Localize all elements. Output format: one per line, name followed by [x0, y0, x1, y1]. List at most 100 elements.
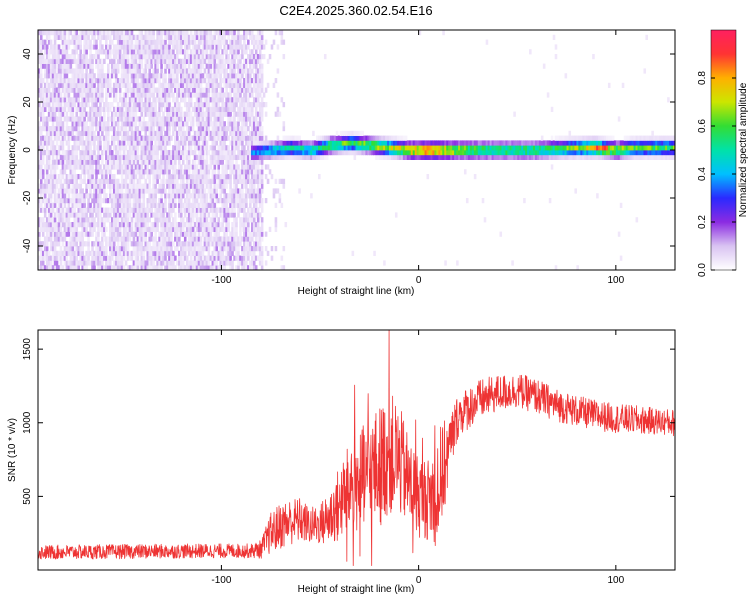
- spectrogram-cell: [47, 217, 51, 223]
- spectrogram-cell: [225, 78, 228, 84]
- spectrogram-cell: [95, 135, 98, 141]
- spectrogram-cell: [250, 154, 254, 160]
- spectrogram-cell: [168, 241, 171, 247]
- spectrogram-cell: [191, 198, 195, 204]
- spectrogram-cell: [233, 212, 236, 218]
- spectrogram-cell: [250, 116, 254, 122]
- spectrogram-cell: [237, 236, 240, 242]
- spectrogram-cell: [189, 68, 193, 74]
- spectrogram-cell: [101, 188, 104, 194]
- spectrogram-cell: [110, 39, 114, 45]
- spectrogram-cell: [211, 217, 215, 223]
- spectrogram-cell: [65, 58, 69, 64]
- spectrogram-cell: [209, 188, 213, 194]
- spectrogram-cell: [243, 102, 246, 108]
- spectrogram-cell: [77, 63, 81, 69]
- spectrogram-cell: [38, 87, 41, 93]
- spectrogram-cell: [122, 73, 126, 79]
- spectrogram-cell: [193, 44, 197, 50]
- spectrogram-cell: [124, 164, 128, 170]
- spectrogram-cell: [185, 39, 189, 45]
- spectrogram-cell: [51, 78, 55, 84]
- spectrogram-cell: [215, 39, 219, 45]
- spectrogram-cell: [209, 111, 213, 117]
- spectrogram-cell: [47, 236, 51, 242]
- spectrogram-cell: [168, 30, 171, 36]
- spectrogram-cell: [114, 121, 118, 127]
- spectrogram-cell: [164, 34, 167, 40]
- spectrogram-cell: [260, 39, 264, 45]
- spectrogram-cell: [205, 207, 209, 213]
- spectrogram-cell: [193, 212, 197, 218]
- spectrogram-cell: [138, 207, 142, 213]
- spectrogram-cell: [128, 34, 132, 40]
- spectrogram-cell: [55, 126, 59, 132]
- spectrogram-cell: [43, 106, 47, 112]
- spectrogram-cell: [217, 92, 221, 98]
- spectrogram-cell: [168, 265, 171, 270]
- spectrogram-cell: [136, 145, 140, 151]
- spectrogram-cell: [87, 207, 90, 213]
- spectrogram-cell: [162, 102, 165, 108]
- spectrogram-cell: [187, 154, 191, 160]
- spectrogram-cell: [118, 140, 122, 146]
- spectrogram-cell: [229, 169, 232, 175]
- spectrogram-cell: [176, 231, 179, 237]
- spectrogram-cell: [243, 34, 246, 40]
- spectrogram-cell: [99, 116, 102, 122]
- spectrogram-cell: [73, 236, 77, 242]
- spectrogram-cell: [55, 44, 59, 50]
- spectrogram-cell: [164, 154, 167, 160]
- spectrogram-cell: [229, 140, 232, 146]
- spectrogram-cell: [83, 145, 86, 151]
- spectrogram-cell: [262, 54, 266, 60]
- spectrogram-cell: [239, 116, 242, 122]
- spectrogram-cell: [174, 121, 177, 127]
- spectrogram-cell: [195, 188, 199, 194]
- spectrogram-cell: [217, 150, 221, 156]
- spectrogram-cell: [114, 68, 118, 74]
- spectrogram-cell: [65, 154, 69, 160]
- spectrogram-cell: [174, 246, 177, 252]
- spectrogram-cell: [114, 97, 118, 103]
- spectrogram-cell: [97, 63, 100, 69]
- spectrogram-cell: [221, 97, 224, 103]
- spectrogram-cell: [229, 260, 232, 266]
- spectrogram-cell: [150, 159, 153, 165]
- spectrogram-cell: [170, 121, 173, 127]
- spectrogram-cell: [199, 193, 203, 199]
- spectrogram-cell: [89, 207, 92, 213]
- spectrogram-cell: [45, 92, 49, 98]
- spectrogram-cell: [142, 226, 146, 232]
- spectrogram-cell: [247, 78, 250, 84]
- spectrogram-cell: [85, 68, 88, 74]
- spectrogram-cell: [130, 44, 134, 50]
- spectrogram-cell: [99, 30, 102, 36]
- spectrogram-cell: [237, 255, 240, 261]
- spectrogram-cell: [201, 121, 205, 127]
- spectrogram-cell: [191, 183, 195, 189]
- spectrogram-cell: [245, 87, 248, 93]
- spectrogram-cell: [179, 188, 183, 194]
- spectrogram-cell: [114, 63, 118, 69]
- spectrogram-cell: [162, 73, 165, 79]
- spectrogram-cell: [288, 150, 292, 156]
- spectrogram-cell: [237, 241, 240, 247]
- spectrogram-cell: [213, 241, 217, 247]
- spectrogram-cell: [258, 34, 262, 40]
- spectrogram-cell: [83, 54, 86, 60]
- spectrogram-cell: [114, 159, 118, 165]
- spectrogram-cell: [237, 250, 240, 256]
- spectrogram-cell: [79, 222, 82, 228]
- spectrogram-cell: [75, 97, 79, 103]
- spectrogram-cell: [103, 164, 106, 170]
- spectrogram-cell: [217, 111, 221, 117]
- spectrogram-cell: [43, 73, 47, 79]
- spectrogram-cell: [150, 78, 153, 84]
- spectrogram-cell: [219, 154, 223, 160]
- spectrogram-cell: [211, 236, 215, 242]
- spectrogram-cell: [89, 106, 92, 112]
- spectrogram-cell: [38, 241, 41, 247]
- spectrogram-cell: [83, 207, 86, 213]
- spectrogram-cell: [114, 202, 118, 208]
